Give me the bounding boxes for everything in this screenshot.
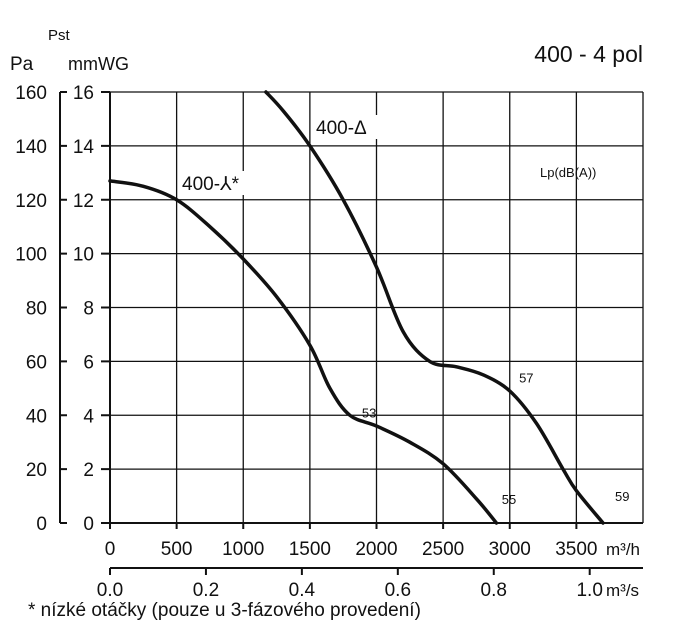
x-tick-label-m3h: 2500	[422, 539, 464, 560]
x-tick-label-m3s: 1.0	[576, 580, 602, 601]
mmwg-tick-label: 10	[73, 245, 94, 266]
pa-tick-label: 120	[15, 191, 47, 212]
x-axis-label-m3h: m³/h	[606, 540, 640, 559]
pa-tick-label: 40	[26, 406, 47, 427]
x-tick-label-m3s: 0.0	[97, 580, 123, 601]
x-tick-label-m3s: 0.4	[289, 580, 316, 601]
series-label: 400-Δ	[316, 118, 367, 139]
lp-label: Lp(dB(A))	[540, 165, 596, 180]
pa-tick-label: 80	[26, 299, 47, 320]
mmwg-tick-label: 8	[83, 299, 94, 320]
mmwg-tick-label: 12	[73, 191, 94, 212]
noise-level-label: 55	[502, 492, 516, 507]
pa-tick-label: 60	[26, 352, 47, 373]
noise-level-label: 53	[362, 406, 376, 421]
noise-level-label: 57	[519, 371, 533, 386]
pa-tick-label: 0	[36, 514, 47, 535]
series-delta-curve	[264, 90, 605, 525]
pa-tick-label: 140	[15, 137, 47, 158]
series: 400-⅄* 400-Δ	[108, 90, 605, 525]
y-axis-symbol: Pst	[48, 27, 71, 44]
mmwg-tick-label: 0	[83, 514, 94, 535]
footnote: * nízké otáčky (pouze u 3-fázového prove…	[28, 600, 421, 621]
y-axis-label-mmwg: mmWG	[68, 54, 129, 74]
noise-level-label: 59	[615, 489, 629, 504]
x-tick-label-m3h: 1000	[222, 539, 264, 560]
series-label-bg	[313, 115, 381, 139]
series-label-bg	[179, 171, 247, 195]
chart-title: 400 - 4 pol	[534, 41, 643, 67]
x-tick-label-m3h: 0	[105, 539, 116, 560]
x-tick-label-m3s: 0.2	[193, 580, 219, 601]
mmwg-tick-label: 2	[83, 460, 94, 481]
mmwg-tick-label: 6	[83, 352, 94, 373]
pa-tick-label: 160	[15, 83, 47, 104]
y-axis-label-pa: Pa	[10, 54, 34, 75]
x-tick-label-m3h: 2000	[355, 539, 397, 560]
data-labels: 53 55 57 59	[362, 371, 630, 507]
x-tick-label-m3s: 0.6	[385, 580, 411, 601]
x-tick-label-m3h: 3500	[555, 539, 597, 560]
pa-tick-label: 20	[26, 460, 47, 481]
x-tick-label-m3h: 1500	[289, 539, 331, 560]
series-label: 400-⅄*	[182, 174, 240, 195]
mmwg-tick-label: 4	[83, 406, 94, 427]
grid	[110, 91, 644, 523]
x-tick-label-m3h: 500	[161, 539, 193, 560]
series-low-speed-curve	[108, 179, 499, 525]
x-axis-label-m3s: m³/s	[606, 581, 639, 600]
mmwg-tick-label: 14	[73, 137, 95, 158]
pa-tick-label: 100	[15, 245, 47, 266]
x-tick-label-m3s: 0.8	[481, 580, 507, 601]
x-tick-label-m3h: 3000	[489, 539, 531, 560]
mmwg-tick-label: 16	[73, 83, 94, 104]
